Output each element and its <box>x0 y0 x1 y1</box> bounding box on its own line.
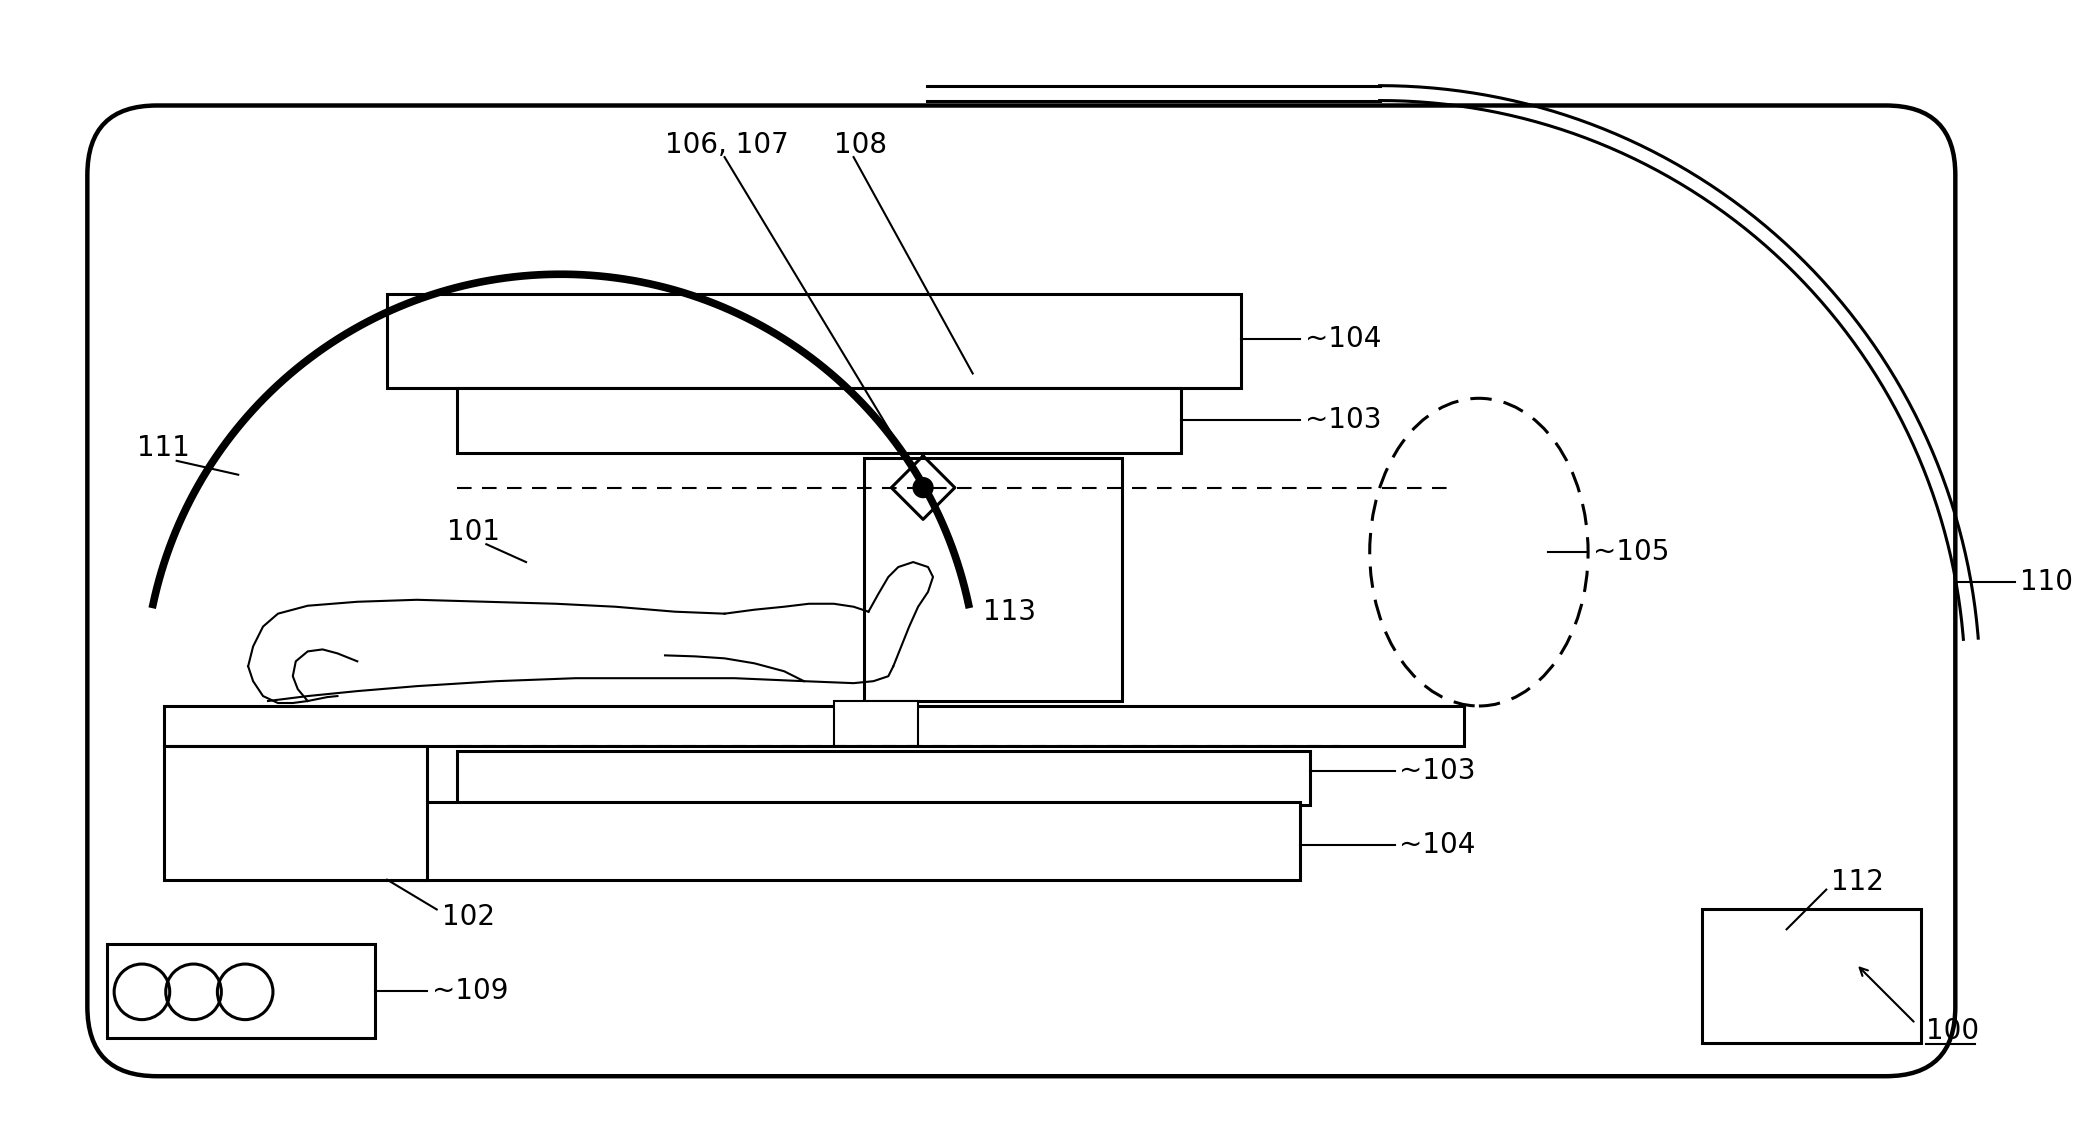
FancyBboxPatch shape <box>108 944 376 1038</box>
Text: 106, 107: 106, 107 <box>665 131 789 159</box>
Text: 113: 113 <box>982 597 1036 626</box>
Text: 111: 111 <box>137 434 189 461</box>
Text: ~103: ~103 <box>1304 407 1381 434</box>
FancyBboxPatch shape <box>164 706 1464 746</box>
Circle shape <box>914 477 933 498</box>
Text: ~105: ~105 <box>1593 538 1670 566</box>
Text: ~109: ~109 <box>432 976 509 1005</box>
Text: 112: 112 <box>1832 868 1884 895</box>
Text: 110: 110 <box>2019 568 2073 596</box>
FancyBboxPatch shape <box>1703 909 1921 1044</box>
FancyBboxPatch shape <box>164 746 426 879</box>
Text: 100: 100 <box>1925 1016 1979 1045</box>
FancyBboxPatch shape <box>457 388 1182 453</box>
Text: ~103: ~103 <box>1400 756 1477 785</box>
FancyBboxPatch shape <box>864 458 1122 701</box>
FancyBboxPatch shape <box>833 701 918 746</box>
Text: 102: 102 <box>442 903 494 932</box>
Text: ~104: ~104 <box>1400 831 1477 859</box>
Text: 101: 101 <box>447 518 501 546</box>
FancyBboxPatch shape <box>386 803 1300 879</box>
Text: 108: 108 <box>833 131 887 159</box>
FancyBboxPatch shape <box>386 295 1240 388</box>
Text: ~104: ~104 <box>1304 324 1381 353</box>
FancyBboxPatch shape <box>457 750 1311 805</box>
